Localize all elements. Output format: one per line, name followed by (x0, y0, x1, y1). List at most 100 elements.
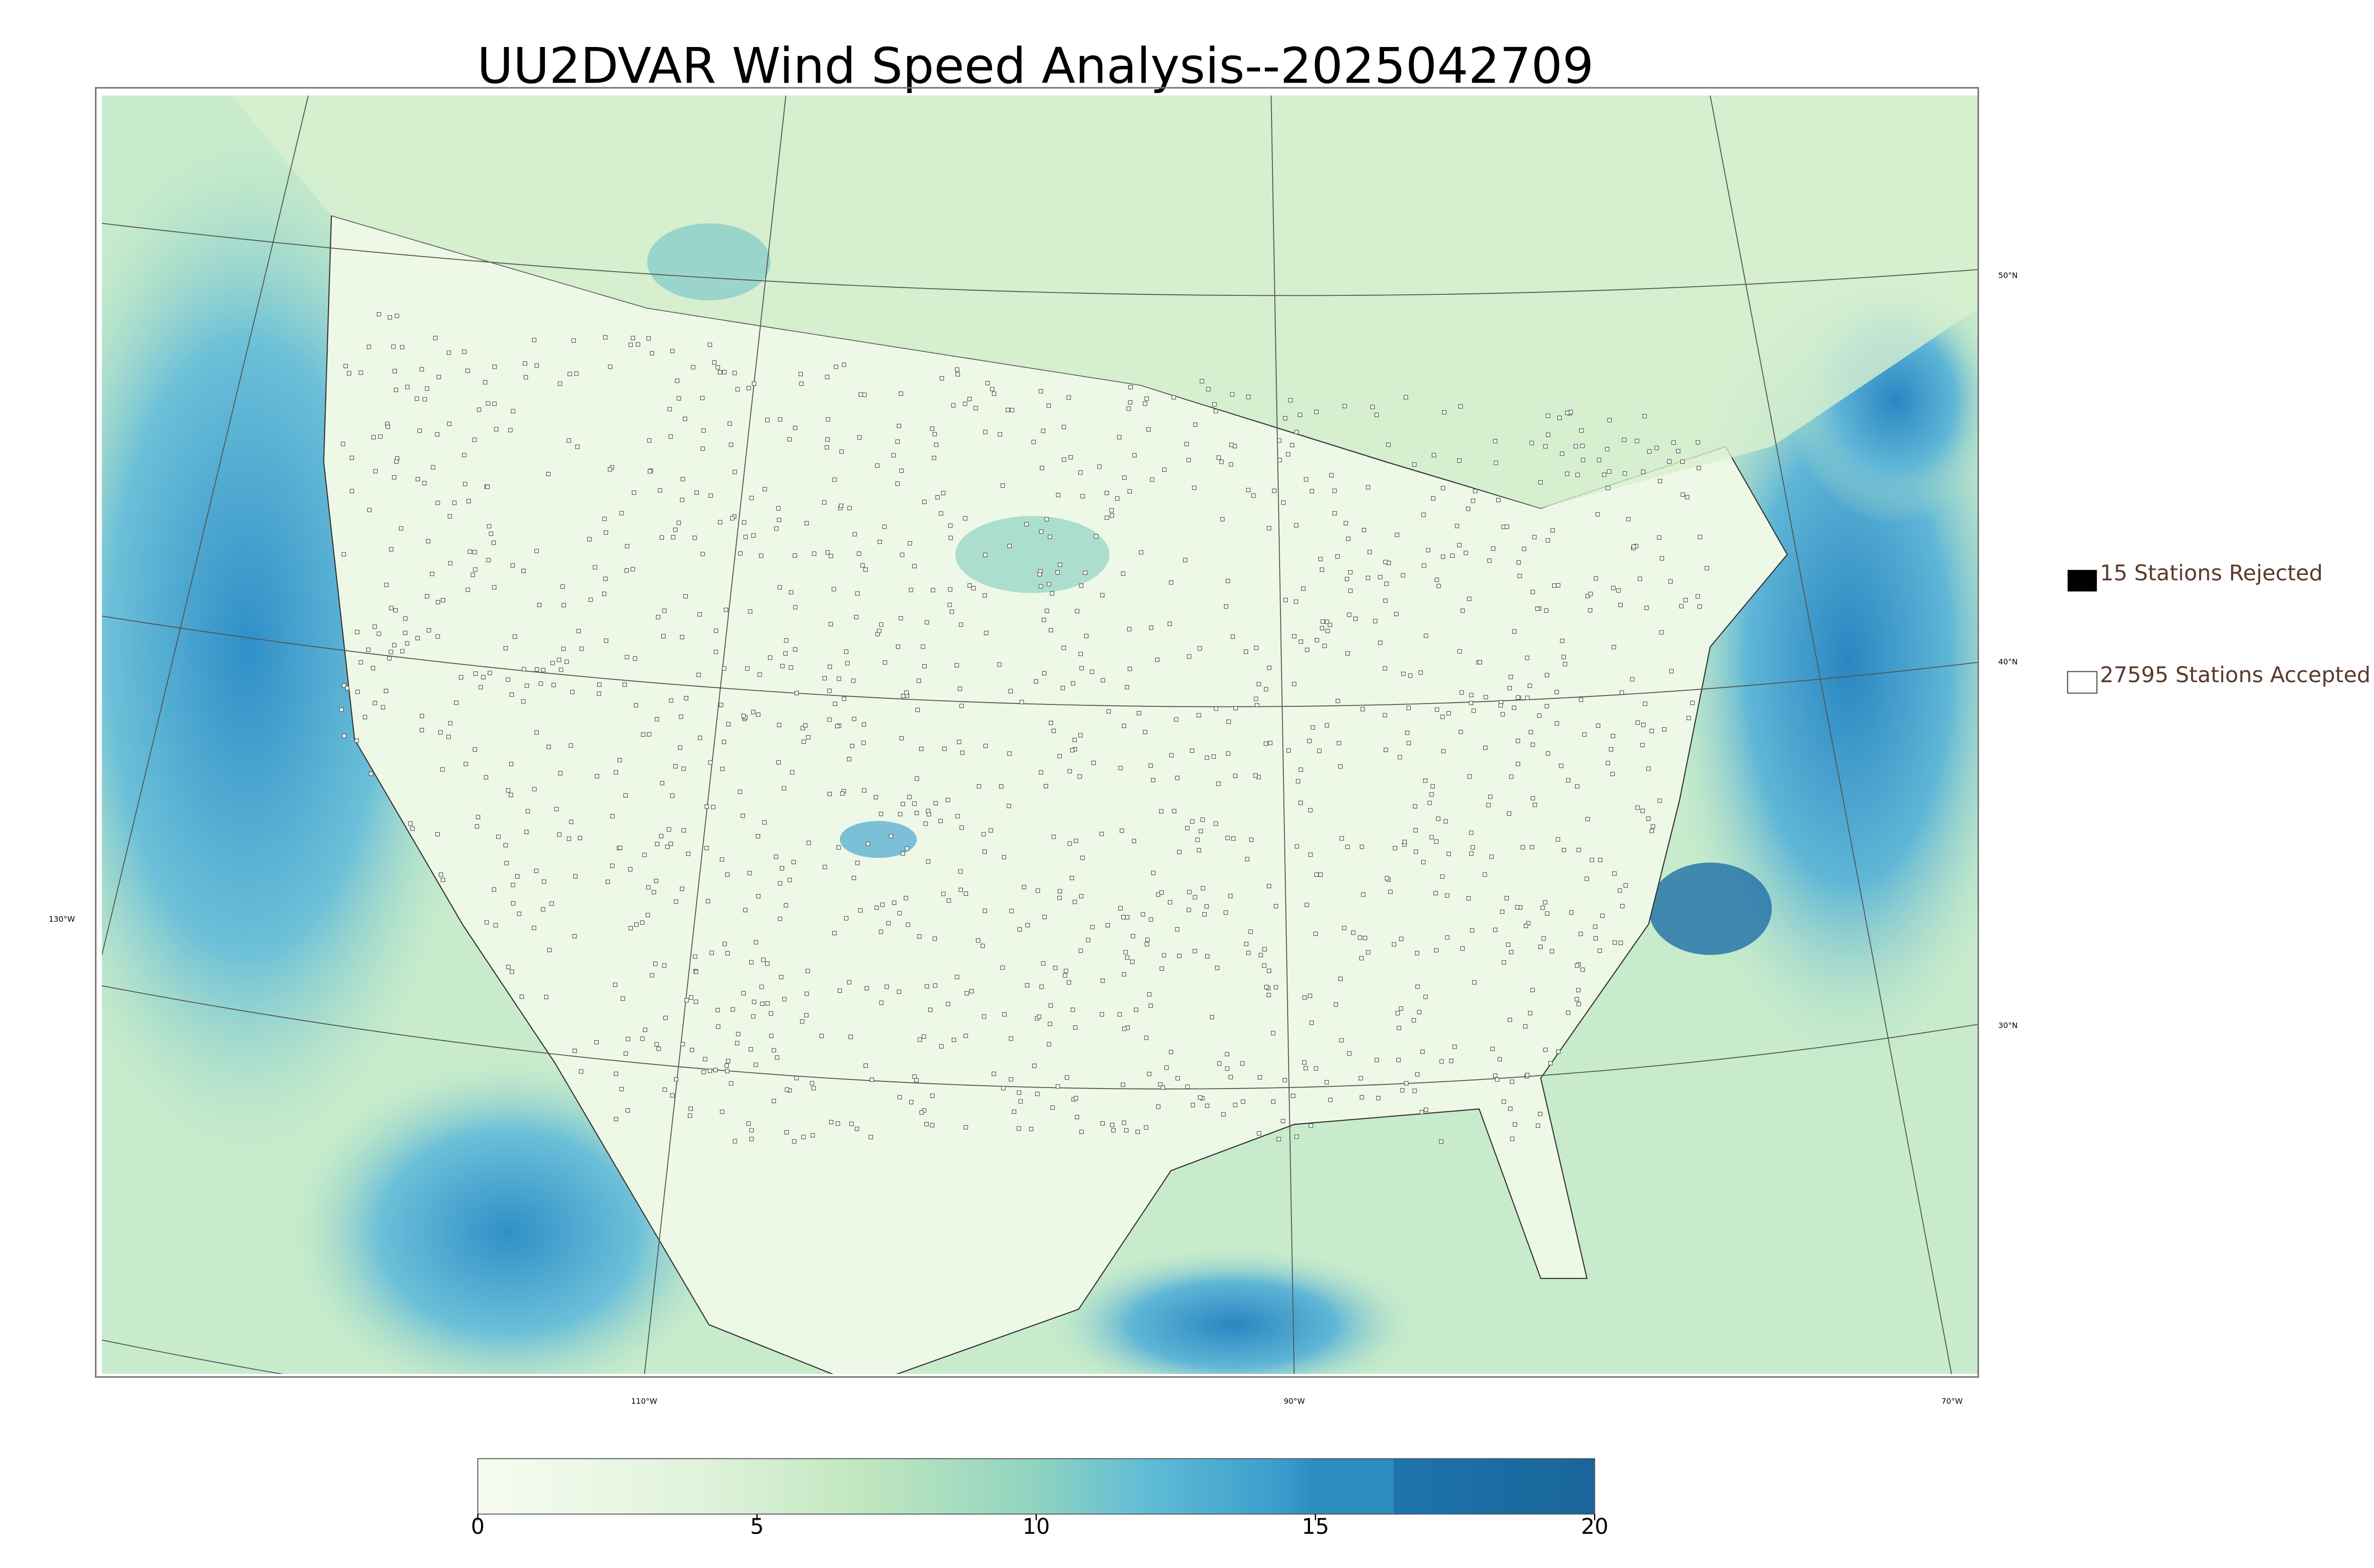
station (932, 456, 936, 460)
station (1271, 1031, 1275, 1035)
station (477, 407, 481, 412)
station (1216, 781, 1221, 786)
station (971, 586, 976, 591)
station (1298, 413, 1302, 417)
station (1001, 855, 1006, 860)
station (1246, 394, 1251, 399)
station (787, 437, 792, 442)
station (377, 631, 381, 636)
station (662, 963, 667, 968)
station (1219, 460, 1224, 464)
station (1266, 993, 1271, 997)
station (1100, 1012, 1104, 1017)
station (794, 691, 799, 695)
station (707, 1069, 712, 1073)
station (1423, 778, 1428, 783)
station (748, 609, 753, 614)
station (982, 593, 987, 598)
station (1205, 1103, 1209, 1108)
station (394, 459, 399, 464)
station (900, 553, 904, 557)
station (1397, 755, 1402, 760)
station (1294, 430, 1299, 434)
station (1325, 620, 1329, 624)
station (897, 1095, 902, 1099)
station (694, 969, 698, 974)
station (1310, 725, 1315, 730)
station (1466, 896, 1471, 901)
station (1467, 596, 1471, 601)
station (506, 677, 510, 682)
station (1576, 988, 1581, 993)
station (1415, 984, 1420, 989)
station (377, 312, 381, 317)
station (1490, 1046, 1495, 1052)
station (1532, 535, 1537, 539)
station (688, 1106, 693, 1111)
station (735, 387, 740, 392)
station (1413, 828, 1418, 833)
station (1359, 1095, 1364, 1099)
station (597, 682, 602, 687)
station (863, 567, 868, 572)
station (877, 629, 882, 633)
station (933, 432, 937, 437)
station (1607, 469, 1611, 474)
station (631, 336, 635, 340)
station (1609, 747, 1613, 752)
station (1187, 654, 1192, 659)
station (625, 1108, 630, 1113)
station (1399, 1006, 1404, 1011)
station (1309, 1021, 1314, 1025)
station (1463, 551, 1468, 555)
station (1148, 1003, 1153, 1008)
station (1500, 910, 1505, 914)
station (1040, 466, 1045, 470)
station (417, 428, 422, 433)
station (492, 585, 497, 590)
station (1177, 954, 1182, 958)
station (1396, 1025, 1401, 1030)
station (1491, 546, 1496, 551)
station (345, 686, 349, 691)
station (1525, 695, 1530, 700)
station (754, 1062, 758, 1067)
station (1122, 475, 1127, 480)
station (779, 975, 784, 979)
station (1048, 628, 1053, 633)
station (1590, 857, 1594, 862)
station (496, 835, 501, 839)
station (1064, 968, 1068, 973)
station (1419, 1110, 1424, 1115)
station (679, 886, 684, 891)
station (1516, 761, 1520, 766)
station (624, 568, 629, 573)
station (1524, 923, 1528, 928)
station (523, 361, 528, 366)
station (874, 795, 878, 799)
station (1051, 835, 1056, 839)
station (372, 624, 377, 629)
station (1676, 449, 1681, 453)
station (1548, 1061, 1553, 1066)
station (1620, 690, 1624, 695)
station (468, 549, 472, 554)
station (546, 744, 551, 749)
station (869, 1078, 874, 1082)
station (1078, 470, 1083, 475)
station (1506, 942, 1511, 947)
station (1339, 1038, 1344, 1043)
station (748, 1047, 753, 1052)
station (1271, 1099, 1276, 1104)
station (1036, 888, 1040, 893)
station (692, 535, 697, 540)
station (1600, 913, 1605, 918)
station (1593, 936, 1598, 941)
station (724, 607, 728, 612)
station (703, 1057, 707, 1061)
station (1392, 942, 1396, 947)
station (1373, 619, 1377, 623)
station (798, 372, 803, 376)
station (812, 551, 817, 556)
station (696, 673, 701, 677)
